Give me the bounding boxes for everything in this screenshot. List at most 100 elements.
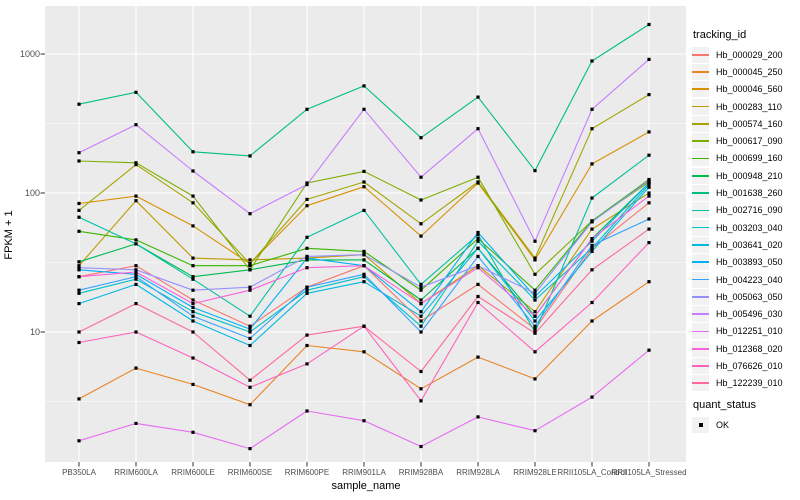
data-point xyxy=(248,385,252,389)
data-point xyxy=(362,258,366,262)
data-point xyxy=(77,159,81,163)
data-point xyxy=(419,285,423,289)
data-point xyxy=(77,397,81,401)
legend-item: Hb_005496_030 xyxy=(692,305,783,323)
data-point xyxy=(77,215,81,219)
legend-key-line xyxy=(692,53,709,56)
data-point xyxy=(647,22,651,27)
quant-legend-key xyxy=(692,416,709,433)
data-point xyxy=(590,59,594,63)
data-point xyxy=(476,237,480,241)
data-point xyxy=(362,185,366,189)
quant-legend-label: OK xyxy=(716,419,730,430)
data-point xyxy=(362,275,366,279)
legend-item: Hb_012251_010 xyxy=(692,323,783,340)
legend-item: Hb_000948_210 xyxy=(692,167,783,184)
legend-item: Hb_122239_010 xyxy=(692,375,783,392)
legend-items: Hb_000029_200 Hb_000045_250 Hb_000046_560 H… xyxy=(692,46,783,392)
data-point xyxy=(476,180,480,184)
data-point xyxy=(77,151,81,155)
data-point xyxy=(134,421,138,425)
data-point xyxy=(134,275,138,279)
data-point xyxy=(647,280,651,284)
data-point xyxy=(191,310,195,314)
data-point xyxy=(191,275,195,279)
data-point xyxy=(419,222,423,226)
data-point xyxy=(419,444,423,449)
data-point xyxy=(476,233,480,237)
data-point xyxy=(305,266,309,270)
data-point xyxy=(647,227,651,231)
data-point xyxy=(305,333,309,337)
data-point xyxy=(590,162,594,166)
legend-item-label: Hb_000029_200 xyxy=(716,49,783,60)
data-point xyxy=(533,256,537,260)
legend-item: Hb_003641_020 xyxy=(692,236,783,253)
data-point xyxy=(248,343,252,348)
data-point xyxy=(191,256,195,260)
data-point xyxy=(134,330,138,334)
data-point xyxy=(191,194,195,198)
x-tick-label-RRIM600PE: RRIM600PE xyxy=(284,468,330,477)
data-point xyxy=(248,327,252,331)
data-point xyxy=(419,136,423,140)
x-tick-label-PB350LA: PB350LA xyxy=(62,468,96,477)
legend-item: Hb_003203_040 xyxy=(692,219,783,236)
data-point xyxy=(476,355,480,359)
legend-item-label: Hb_076626_010 xyxy=(716,360,783,371)
data-point xyxy=(134,268,138,272)
x-tick-label-RRIM600LE: RRIM600LE xyxy=(171,468,215,477)
legend-item-label: Hb_005496_030 xyxy=(716,309,783,320)
data-point xyxy=(647,348,651,352)
data-point xyxy=(248,268,252,272)
legend-key xyxy=(692,306,709,323)
data-point xyxy=(362,208,366,212)
data-point xyxy=(419,399,423,403)
data-point xyxy=(590,268,594,272)
data-point xyxy=(419,288,423,292)
data-point xyxy=(134,161,138,165)
data-point xyxy=(305,246,309,250)
legend-key-line xyxy=(692,295,709,298)
data-point xyxy=(362,264,366,268)
legend-key xyxy=(692,167,709,184)
legend-item-label: Hb_005063_050 xyxy=(716,291,783,302)
data-point xyxy=(590,196,594,200)
data-point xyxy=(419,314,423,318)
quant-legend-title: quant_status xyxy=(693,399,756,411)
data-point xyxy=(305,197,309,201)
data-point xyxy=(647,201,651,205)
y-axis-title: FPKM + 1 xyxy=(3,210,15,260)
x-tick-label-RRIM928BA: RRIM928BA xyxy=(398,468,444,477)
data-point xyxy=(533,239,537,243)
data-point xyxy=(134,272,138,276)
data-point xyxy=(533,350,537,354)
legend-item: Hb_000283_110 xyxy=(692,98,783,115)
ok-point-marker xyxy=(698,422,703,427)
data-point xyxy=(419,282,423,286)
data-point xyxy=(533,324,537,328)
legend-key xyxy=(692,271,709,288)
data-point xyxy=(533,429,537,433)
data-point xyxy=(476,230,480,235)
data-point xyxy=(305,204,309,208)
data-point xyxy=(533,258,537,262)
data-point xyxy=(647,181,651,185)
data-point xyxy=(191,382,195,386)
legend-item: Hb_000617_090 xyxy=(692,132,783,150)
legend-item: Hb_003893_050 xyxy=(692,254,783,271)
data-point xyxy=(590,127,594,131)
data-point xyxy=(590,220,594,224)
data-point xyxy=(533,310,537,314)
data-point xyxy=(248,378,252,382)
x-tick-label-RRII105LA_Control: RRII105LA_Control xyxy=(557,468,627,477)
data-point xyxy=(248,212,252,216)
data-point xyxy=(191,356,195,360)
data-point xyxy=(476,264,480,268)
data-point xyxy=(362,180,366,184)
data-point xyxy=(77,266,81,270)
data-point xyxy=(134,270,138,274)
data-point xyxy=(77,275,81,279)
data-point xyxy=(134,194,138,198)
